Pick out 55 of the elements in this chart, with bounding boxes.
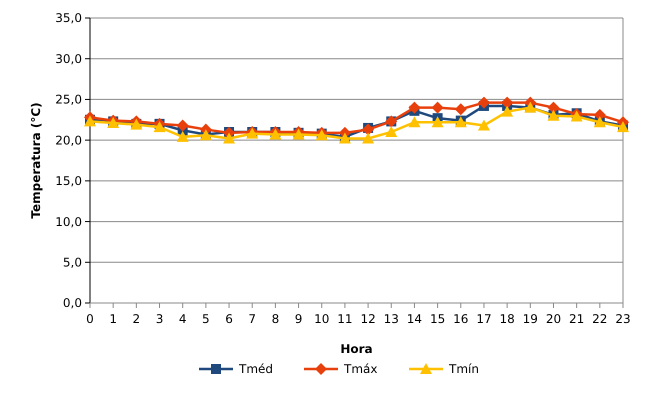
point xyxy=(478,119,490,130)
x-tick-label: 0 xyxy=(86,312,94,326)
point xyxy=(408,116,420,128)
x-tick-label: 1 xyxy=(109,312,117,326)
point xyxy=(408,102,420,114)
point xyxy=(362,124,374,136)
x-tick-label: 17 xyxy=(476,312,492,326)
point xyxy=(154,121,166,132)
x-tick-label: 18 xyxy=(499,312,515,326)
point xyxy=(223,132,236,144)
x-tick-label: 6 xyxy=(225,312,233,326)
y-tick-label: 30,0 xyxy=(55,52,82,66)
y-tick-label: 0,0 xyxy=(62,296,82,310)
y-tick-label: 20,0 xyxy=(55,133,82,148)
x-tick-label: 10 xyxy=(314,312,330,326)
x-tick-label: 13 xyxy=(384,312,399,326)
x-tick-label: 4 xyxy=(178,312,187,326)
point xyxy=(432,102,444,114)
x-tick-label: 14 xyxy=(406,312,422,326)
point xyxy=(501,106,514,117)
x-tick-label: 16 xyxy=(453,312,468,326)
x-tick-label: 2 xyxy=(132,312,140,326)
x-tick-label: 23 xyxy=(615,312,631,326)
x-tick-label: 20 xyxy=(546,312,562,326)
point xyxy=(176,130,189,142)
legend-label: Tméd xyxy=(238,362,274,376)
y-axis-title: Temperatura (°C) xyxy=(29,102,43,219)
y-tick-label: 25,0 xyxy=(55,92,82,107)
point xyxy=(176,119,189,132)
legend-label: Tmín xyxy=(448,362,479,376)
y-tick-label: 10,0 xyxy=(55,214,82,229)
x-axis-title: Hora xyxy=(340,342,373,356)
point xyxy=(432,116,444,128)
x-tick-label: 12 xyxy=(360,312,376,326)
x-tick-label: 3 xyxy=(156,312,164,326)
point xyxy=(362,132,374,144)
point xyxy=(454,103,467,116)
point xyxy=(501,96,514,109)
x-tick-label: 9 xyxy=(294,312,302,326)
x-tick-label: 8 xyxy=(272,312,280,326)
x-tick-label: 5 xyxy=(202,312,210,326)
y-tick-label: 5,0 xyxy=(62,255,82,270)
point xyxy=(570,110,583,122)
point xyxy=(478,96,490,109)
x-tick-label: 21 xyxy=(569,312,584,326)
legend-label: Tmáx xyxy=(343,362,378,376)
point xyxy=(385,126,398,137)
y-tick-label: 15,0 xyxy=(55,174,82,188)
x-tick-label: 11 xyxy=(337,312,353,326)
x-tick-label: 7 xyxy=(248,312,256,326)
point xyxy=(547,102,560,114)
y-tick-label: 35,0 xyxy=(55,11,82,26)
x-tick-label: 19 xyxy=(522,312,538,326)
x-tick-label: 15 xyxy=(430,312,446,326)
x-tick-label: 22 xyxy=(592,312,608,326)
